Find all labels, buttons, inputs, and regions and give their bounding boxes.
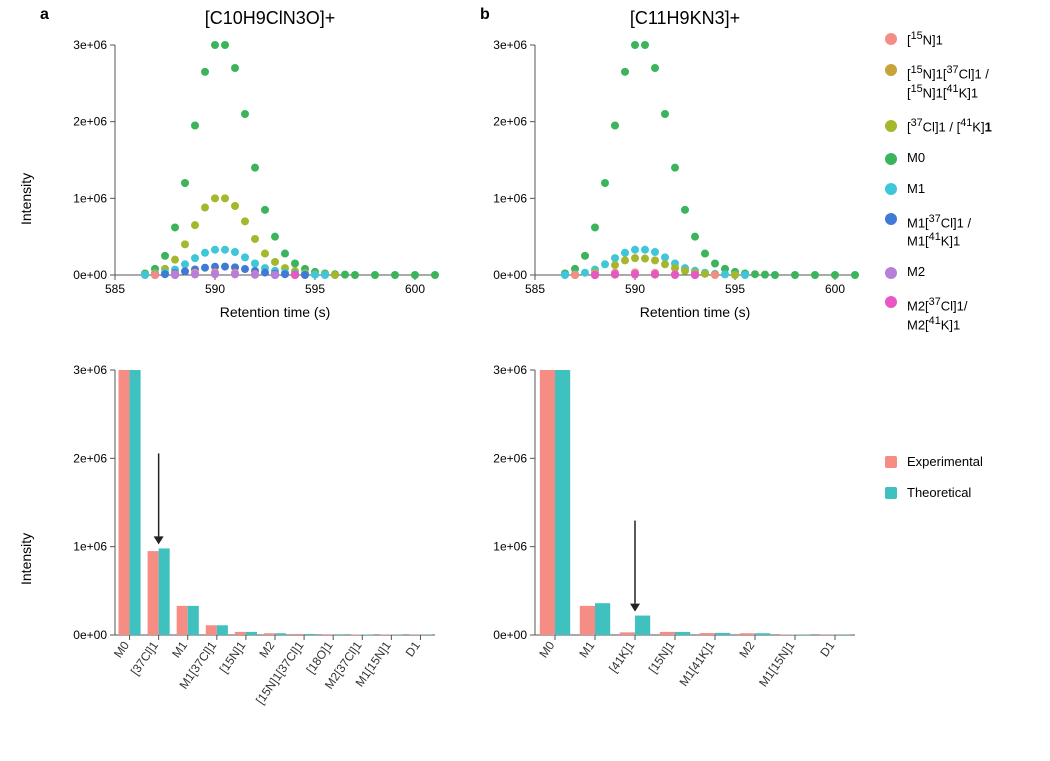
y-axis-label-bottom: Intensity: [18, 533, 34, 585]
legend-label: Experimental: [907, 455, 983, 470]
svg-text:Retention time (s): Retention time (s): [640, 304, 750, 320]
svg-text:2e+06: 2e+06: [493, 115, 527, 129]
svg-text:M1: M1: [576, 638, 597, 660]
svg-text:[15N]1: [15N]1: [217, 638, 249, 675]
legend-item: M2[37Cl]1/M2[41K]1: [885, 296, 992, 333]
legend-label: M1: [907, 182, 925, 197]
scatter-chart-a: 0e+00 1e+06 2e+06 3e+06 585 590 595 600 Retentio…: [60, 35, 445, 325]
legend-item: [15N]1[37Cl]1 /[15N]1[41K]1: [885, 64, 992, 101]
legend-label: M1[37Cl]1 /M1[41K]1: [907, 213, 971, 250]
legend-scatter: [15N]1 [15N]1[37Cl]1 /[15N]1[41K]1 [37Cl]1…: [885, 30, 992, 349]
svg-text:M2: M2: [736, 638, 757, 660]
svg-text:1e+06: 1e+06: [73, 191, 107, 205]
svg-text:D1: D1: [403, 638, 423, 659]
svg-text:M1[41K]1: M1[41K]1: [677, 638, 718, 688]
legend-item: M1[37Cl]1 /M1[41K]1: [885, 213, 992, 250]
legend-item: M1: [885, 182, 992, 197]
legend-label: M0: [907, 151, 925, 166]
legend-swatch: [885, 153, 897, 165]
svg-text:590: 590: [625, 282, 645, 296]
svg-text:3e+06: 3e+06: [493, 363, 527, 377]
y-axis-label-top: Intensity: [18, 173, 34, 225]
legend-swatch: [885, 120, 897, 132]
legend-swatch: [885, 487, 897, 499]
svg-text:1e+06: 1e+06: [493, 540, 527, 554]
svg-text:M0: M0: [111, 638, 132, 660]
legend-label: M2: [907, 265, 925, 280]
chart-title-a: [C10H9ClN3O]+: [120, 8, 420, 29]
svg-text:3e+06: 3e+06: [73, 38, 107, 52]
svg-text:600: 600: [825, 282, 845, 296]
svg-text:585: 585: [105, 282, 125, 296]
svg-text:2e+06: 2e+06: [73, 115, 107, 129]
legend-item: [15N]1: [885, 30, 992, 48]
svg-text:0e+00: 0e+00: [73, 628, 107, 642]
svg-text:2e+06: 2e+06: [493, 451, 527, 465]
svg-text:0e+00: 0e+00: [73, 268, 107, 282]
legend-label: [15N]1[37Cl]1 /[15N]1[41K]1: [907, 64, 989, 101]
svg-text:[41K]1: [41K]1: [606, 638, 638, 675]
legend-swatch: [885, 33, 897, 45]
svg-text:595: 595: [725, 282, 745, 296]
svg-text:M2: M2: [256, 638, 277, 660]
svg-text:M0: M0: [536, 638, 557, 660]
legend-swatch: [885, 213, 897, 225]
svg-text:1e+06: 1e+06: [493, 191, 527, 205]
svg-text:M1[15N]1: M1[15N]1: [756, 638, 797, 689]
bar-chart-a: 0e+001e+062e+063e+06M0[37Cl]1M1M1[37Cl]1…: [60, 360, 445, 755]
legend-swatch: [885, 267, 897, 279]
svg-text:M1: M1: [169, 638, 190, 660]
figure: a b [C10H9ClN3O]+ [C11H9KN3]+ Intensity …: [0, 0, 1050, 761]
legend-swatch: [885, 456, 897, 468]
scatter-chart-b: 0e+00 1e+06 2e+06 3e+06 585 590 595 600 Retentio…: [480, 35, 865, 325]
svg-text:590: 590: [205, 282, 225, 296]
legend-label: [37Cl]1 / [41K]1: [907, 117, 992, 135]
svg-text:600: 600: [405, 282, 425, 296]
legend-bar: Experimental Theoretical: [885, 455, 983, 517]
legend-item: Theoretical: [885, 486, 983, 501]
panel-label-b: b: [480, 6, 490, 24]
svg-text:2e+06: 2e+06: [73, 451, 107, 465]
legend-item: M0: [885, 151, 992, 166]
legend-label: Theoretical: [907, 486, 971, 501]
svg-text:[15N]1: [15N]1: [646, 638, 678, 675]
chart-title-b: [C11H9KN3]+: [535, 8, 835, 29]
svg-text:0e+00: 0e+00: [493, 268, 527, 282]
legend-swatch: [885, 183, 897, 195]
panel-label-a: a: [40, 6, 49, 24]
svg-text:3e+06: 3e+06: [73, 363, 107, 377]
legend-swatch: [885, 296, 897, 308]
svg-text:[37Cl]1: [37Cl]1: [128, 638, 161, 677]
svg-text:0e+00: 0e+00: [493, 628, 527, 642]
svg-text:D1: D1: [817, 638, 837, 659]
svg-text:585: 585: [525, 282, 545, 296]
legend-item: Experimental: [885, 455, 983, 470]
legend-label: M2[37Cl]1/M2[41K]1: [907, 296, 967, 333]
svg-text:Retention time (s): Retention time (s): [220, 304, 330, 320]
svg-text:595: 595: [305, 282, 325, 296]
svg-text:3e+06: 3e+06: [493, 38, 527, 52]
legend-item: [37Cl]1 / [41K]1: [885, 117, 992, 135]
bar-chart-b: 0e+001e+062e+063e+06M0M1[41K]1[15N]1M1[4…: [480, 360, 865, 755]
legend-label: [15N]1: [907, 30, 943, 48]
legend-swatch: [885, 64, 897, 76]
svg-text:1e+06: 1e+06: [73, 540, 107, 554]
legend-item: M2: [885, 265, 992, 280]
